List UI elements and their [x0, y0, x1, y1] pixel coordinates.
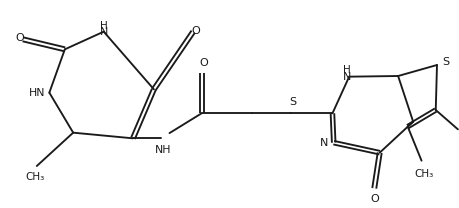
- Text: NH: NH: [154, 145, 171, 155]
- Text: HN: HN: [29, 88, 45, 98]
- Text: O: O: [369, 194, 378, 204]
- Text: O: O: [199, 58, 207, 68]
- Text: H: H: [342, 65, 350, 75]
- Text: N: N: [342, 72, 351, 82]
- Text: CH₃: CH₃: [25, 172, 45, 182]
- Text: H: H: [100, 21, 107, 31]
- Text: S: S: [288, 97, 296, 107]
- Text: N: N: [99, 27, 108, 37]
- Text: N: N: [319, 138, 328, 148]
- Text: O: O: [191, 26, 200, 36]
- Text: S: S: [441, 57, 448, 67]
- Text: CH₃: CH₃: [413, 169, 432, 179]
- Text: O: O: [16, 33, 24, 43]
